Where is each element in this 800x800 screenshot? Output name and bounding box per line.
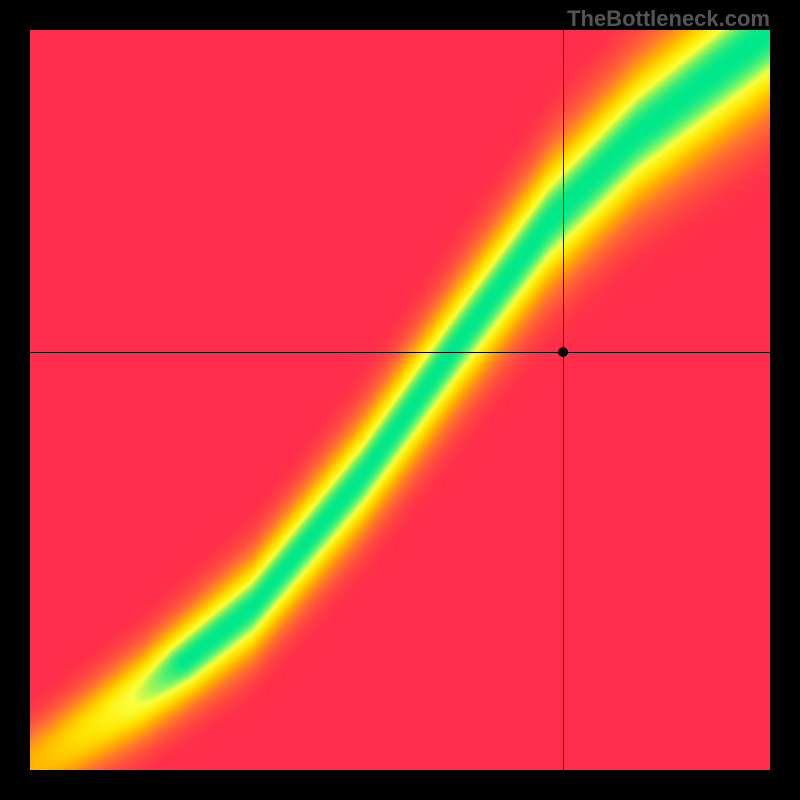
- bottleneck-heatmap: [30, 30, 770, 770]
- watermark-text: TheBottleneck.com: [567, 6, 770, 32]
- selection-marker[interactable]: [558, 347, 568, 357]
- heatmap-canvas: [30, 30, 770, 770]
- crosshair-horizontal: [30, 352, 770, 353]
- crosshair-vertical: [563, 30, 564, 770]
